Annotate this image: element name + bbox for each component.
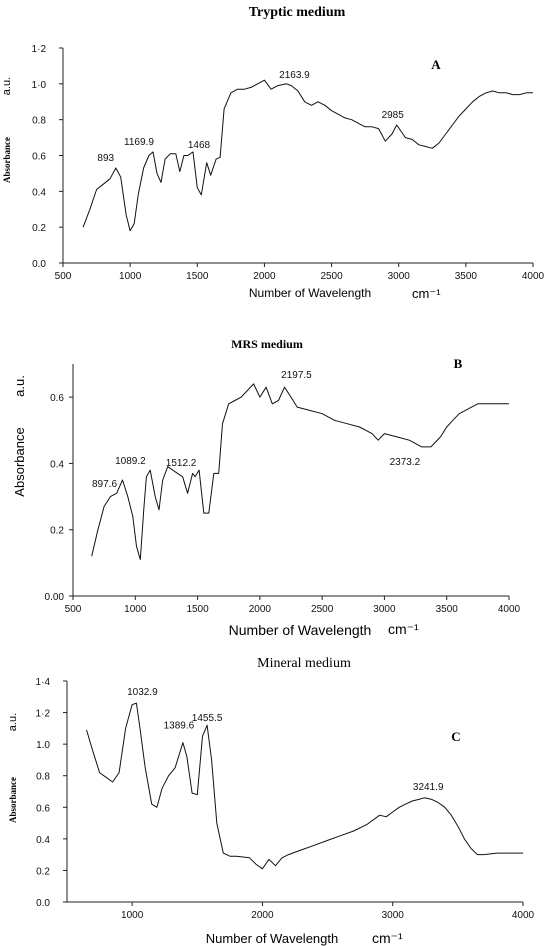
y-axis-label: Absorbance bbox=[12, 427, 27, 496]
y-tick-label: 0.6 bbox=[32, 152, 46, 163]
y-tick-label: 0.4 bbox=[32, 187, 46, 198]
plot-area: 500 1000 1500 2000 2500 3000 3500 4000 0.00 0.2 0.… bbox=[45, 364, 521, 615]
ftir-chart-a: Tryptic medium A Number of Wavelength cm… bbox=[1, 5, 545, 301]
plot-area: 500 1000 1500 2000 2500 3000 3500 4000 0.0 0.2 0.4… bbox=[32, 44, 545, 282]
y-axis-label: Absorbance bbox=[2, 137, 12, 183]
x-tick-label: 1500 bbox=[186, 271, 209, 282]
y-axis-label: Absorbance bbox=[8, 777, 18, 823]
x-tick-label: 2000 bbox=[249, 604, 272, 615]
ftir-chart-b: MRS medium B Number of Wavelength cm⁻¹ A… bbox=[12, 337, 521, 638]
x-tick-label: 3500 bbox=[455, 271, 478, 282]
peak-label: 2163.9 bbox=[279, 70, 310, 81]
y-tick-label: 1·2 bbox=[32, 44, 47, 55]
peak-label: 893 bbox=[97, 153, 114, 164]
panel-label: B bbox=[454, 356, 463, 371]
chart-panel-b: MRS medium B Number of Wavelength cm⁻¹ A… bbox=[0, 310, 550, 640]
x-tick-label: 2500 bbox=[311, 604, 334, 615]
y-tick-label: 0.4 bbox=[50, 459, 64, 470]
x-axis-label: Number of Wavelength bbox=[229, 622, 372, 638]
peak-label: 1169.9 bbox=[124, 137, 154, 148]
peak-label: 1512.2 bbox=[166, 458, 197, 469]
y-tick-label: 0.2 bbox=[32, 223, 46, 234]
x-tick-label: 1000 bbox=[121, 910, 144, 921]
x-axis-unit: cm⁻¹ bbox=[412, 286, 441, 301]
x-axis-label: Number of Wavelength bbox=[249, 286, 371, 300]
y-tick-label: 0.00 bbox=[45, 592, 65, 603]
y-tick-label: 0.2 bbox=[36, 866, 50, 877]
peak-label: 2197.5 bbox=[281, 370, 312, 381]
chart-title: Mineral medium bbox=[257, 656, 351, 671]
y-tick-label: 0.8 bbox=[32, 116, 46, 127]
x-tick-label: 500 bbox=[55, 271, 72, 282]
chart-title: Tryptic medium bbox=[249, 5, 346, 20]
x-tick-label: 2500 bbox=[320, 271, 343, 282]
plot-area: 1000 2000 3000 4000 0.0 0.2 0.4 0.6 0.8 1.0 1·2 1·4… bbox=[36, 677, 535, 921]
y-axis-unit: a.u. bbox=[1, 77, 13, 95]
y-axis-unit: a.u. bbox=[7, 713, 19, 731]
peak-label: 897.6 bbox=[92, 479, 117, 490]
chart-panel-a: Tryptic medium A Number of Wavelength cm… bbox=[0, 0, 550, 310]
y-tick-label: 0.0 bbox=[36, 898, 50, 909]
y-tick-label: 1·4 bbox=[36, 677, 51, 688]
peak-label: 1455.5 bbox=[192, 713, 223, 724]
y-tick-label: 1·0 bbox=[32, 80, 47, 91]
x-tick-label: 500 bbox=[65, 604, 82, 615]
peak-label: 1389.6 bbox=[164, 721, 195, 732]
y-tick-label: 0.2 bbox=[50, 526, 64, 537]
spectrum-line bbox=[86, 702, 523, 870]
peak-label: 1032.9 bbox=[127, 687, 158, 698]
y-tick-label: 0.6 bbox=[36, 803, 50, 814]
x-tick-label: 1000 bbox=[119, 271, 142, 282]
y-tick-label: 0.0 bbox=[32, 259, 46, 270]
x-axis-unit: cm⁻¹ bbox=[388, 621, 419, 637]
x-tick-label: 3000 bbox=[388, 271, 411, 282]
x-tick-label: 4000 bbox=[498, 604, 521, 615]
x-axis-unit: cm⁻¹ bbox=[372, 930, 403, 946]
x-tick-label: 3000 bbox=[373, 604, 396, 615]
peak-label: 2373.2 bbox=[390, 457, 421, 468]
y-tick-label: 0.8 bbox=[36, 772, 50, 783]
peak-label: 3241.9 bbox=[413, 782, 444, 793]
x-tick-label: 4000 bbox=[522, 271, 545, 282]
y-axis-unit: a.u. bbox=[12, 375, 27, 397]
y-tick-label: 0.6 bbox=[50, 393, 64, 404]
panel-label: C bbox=[451, 729, 460, 744]
chart-panel-c: Mineral medium C Number of Wavelength cm… bbox=[0, 640, 550, 946]
spectrum-line bbox=[91, 383, 509, 560]
x-tick-label: 3000 bbox=[382, 910, 405, 921]
panel-label: A bbox=[431, 57, 441, 72]
ftir-chart-c: Mineral medium C Number of Wavelength cm… bbox=[7, 656, 535, 946]
y-tick-label: 1.0 bbox=[36, 740, 50, 751]
chart-title: MRS medium bbox=[231, 337, 303, 351]
peak-label: 1468 bbox=[188, 140, 211, 151]
x-tick-label: 1000 bbox=[124, 604, 147, 615]
y-tick-label: 1·2 bbox=[36, 709, 51, 720]
y-tick-label: 0.4 bbox=[36, 835, 50, 846]
peak-label: 2985 bbox=[382, 110, 405, 121]
peak-label: 1089.2 bbox=[115, 456, 146, 467]
x-tick-label: 1500 bbox=[186, 604, 209, 615]
spectrum-line bbox=[82, 79, 533, 232]
x-tick-label: 2000 bbox=[253, 271, 276, 282]
x-tick-label: 2000 bbox=[251, 910, 274, 921]
x-axis-label: Number of Wavelength bbox=[206, 931, 338, 946]
x-tick-label: 3500 bbox=[436, 604, 459, 615]
x-tick-label: 4000 bbox=[512, 910, 535, 921]
